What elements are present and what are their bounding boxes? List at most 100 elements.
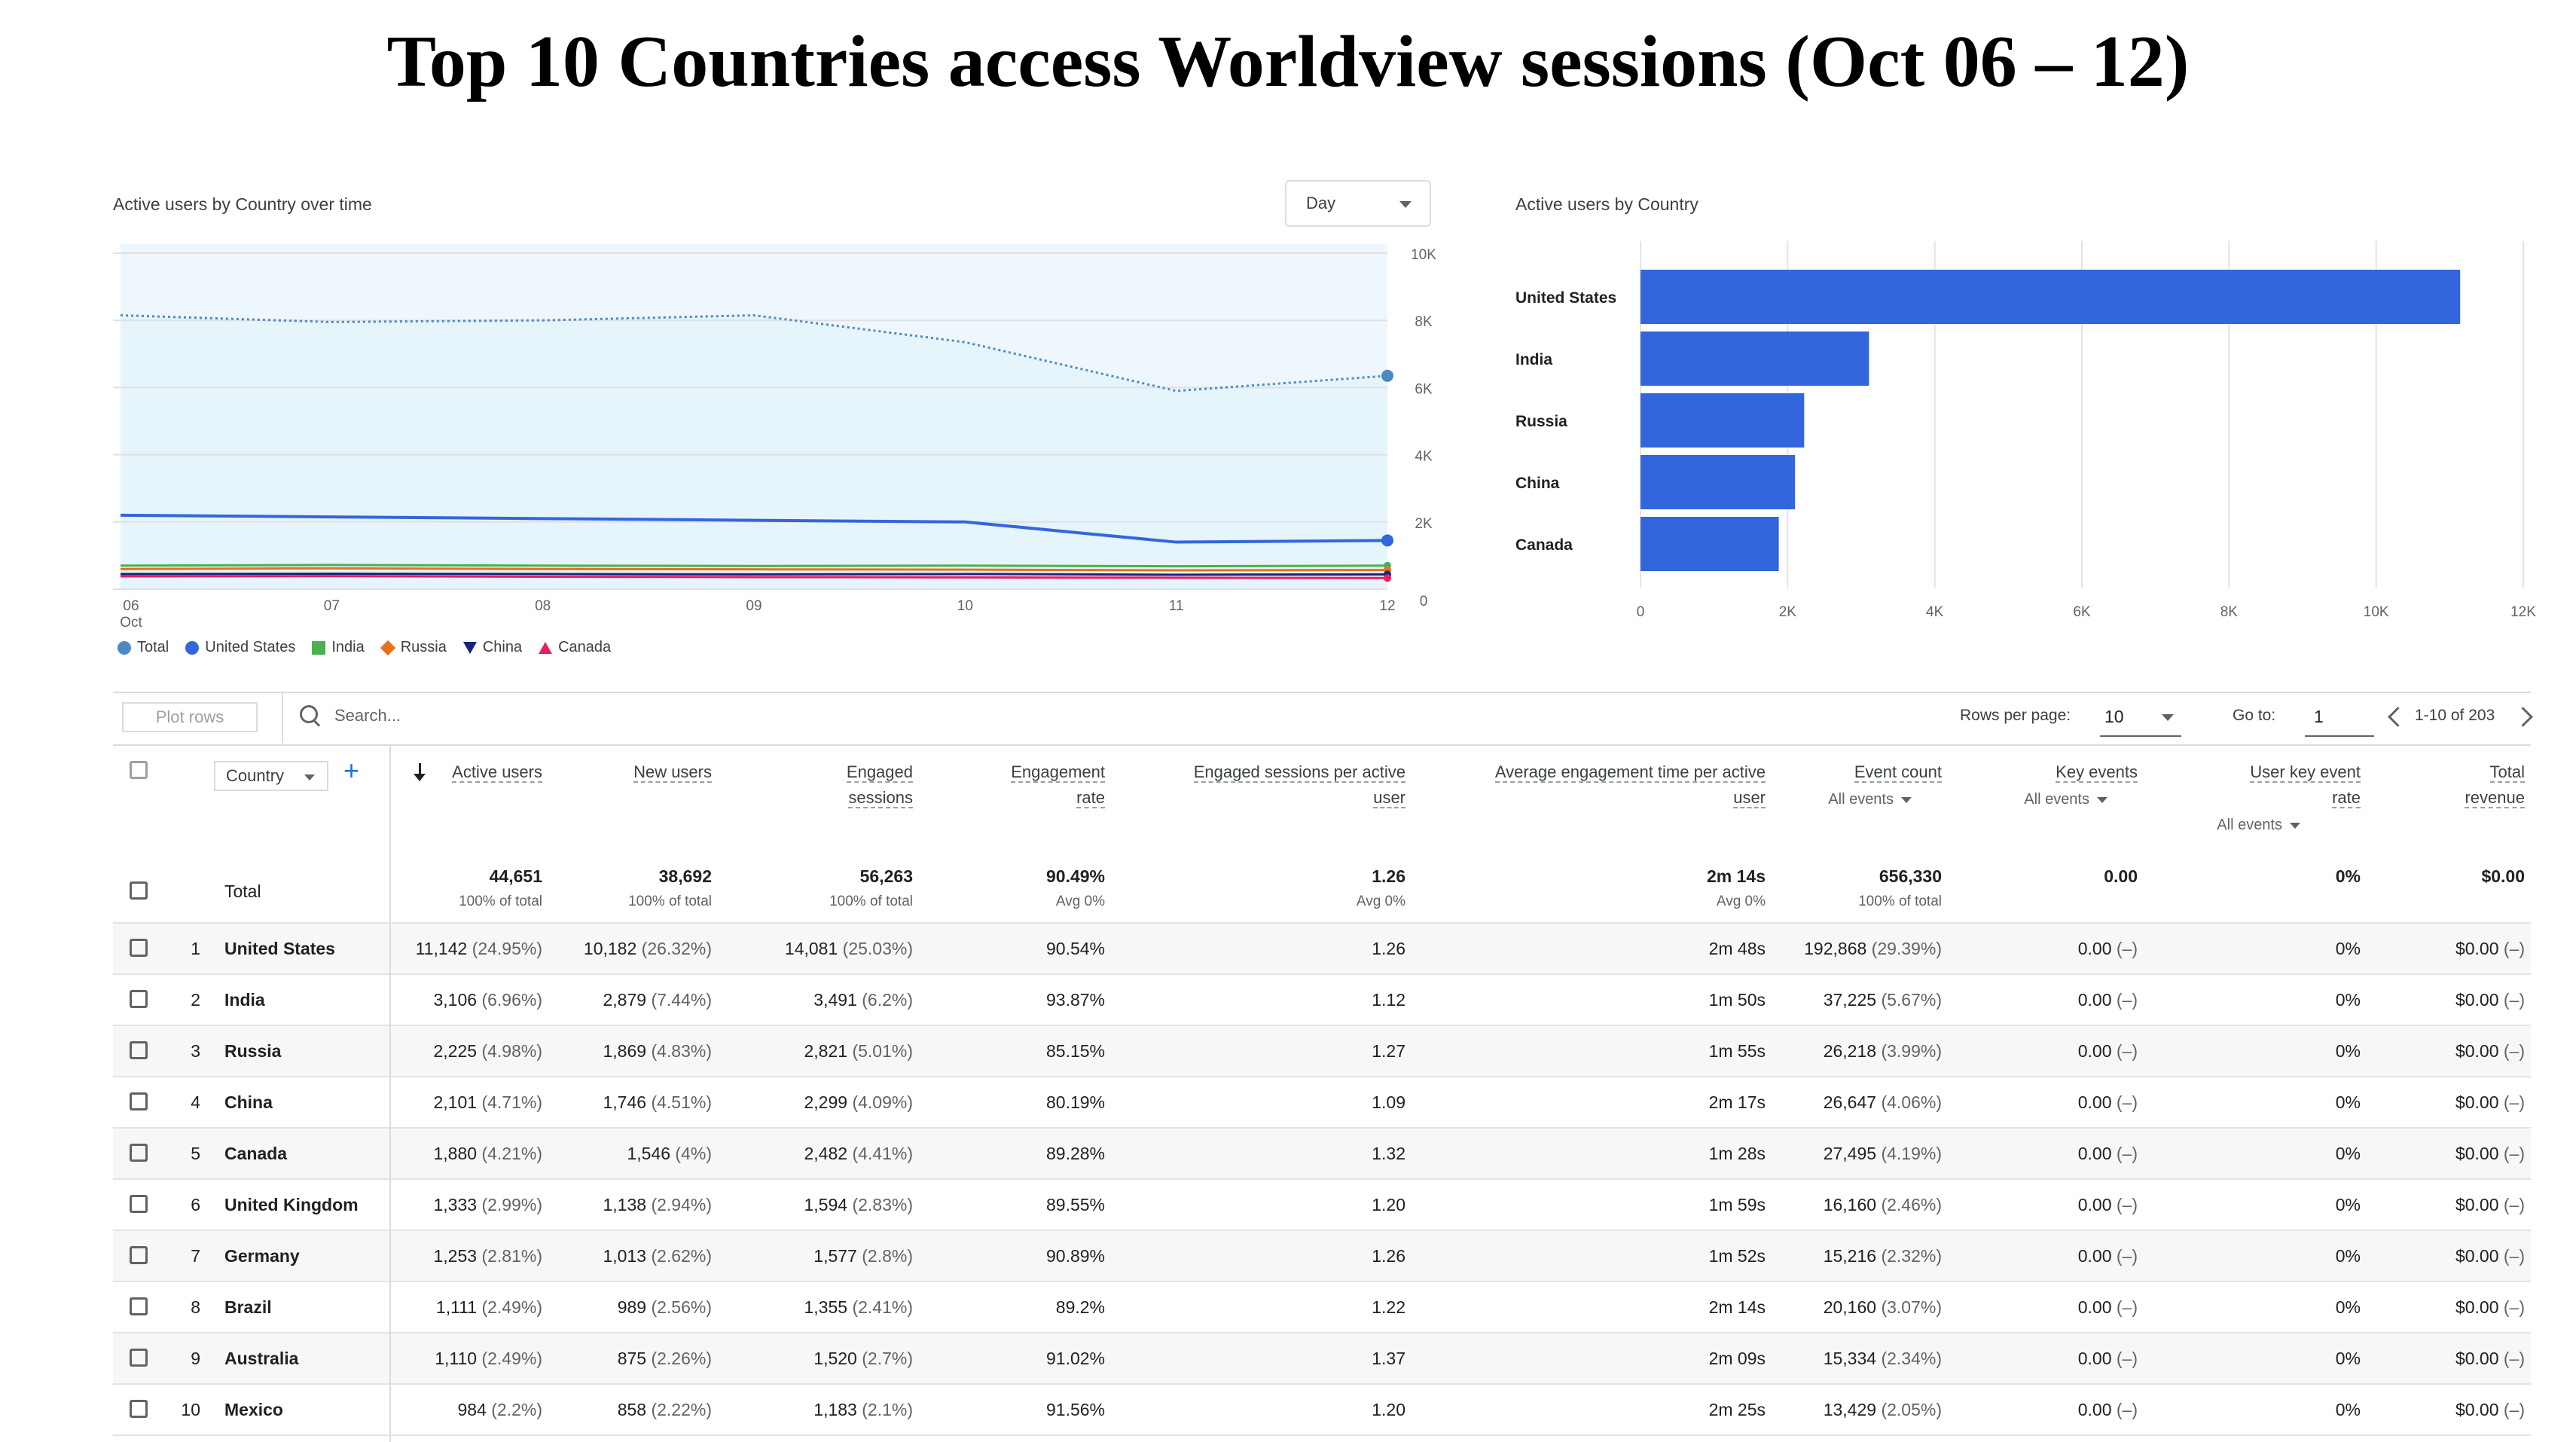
table-cell: $0.00 (–) bbox=[2284, 990, 2525, 1010]
cell-value: 0% bbox=[2335, 1246, 2361, 1266]
row-rank: 8 bbox=[191, 1297, 200, 1317]
legend-label: Total bbox=[137, 639, 169, 655]
column-header[interactable]: Engaged sessions bbox=[732, 759, 913, 811]
select-all-checkbox[interactable] bbox=[130, 761, 148, 779]
row-country[interactable]: United States bbox=[224, 939, 335, 958]
bar bbox=[1641, 331, 1869, 386]
cell-percent: (–) bbox=[2498, 1195, 2525, 1214]
rows-per-page-select[interactable]: 10 bbox=[2104, 707, 2124, 726]
cell-value: 984 bbox=[457, 1400, 487, 1419]
column-filter-select[interactable]: All events bbox=[1738, 791, 1912, 808]
row-checkbox[interactable] bbox=[130, 990, 148, 1008]
dimension-select[interactable]: Country bbox=[214, 761, 328, 791]
column-header[interactable]: Key events bbox=[1964, 759, 2138, 785]
chevron-down-icon bbox=[304, 774, 315, 781]
cell-value: 858 bbox=[617, 1400, 647, 1419]
table-cell: 1.27 bbox=[1164, 1041, 1406, 1062]
legend-item[interactable]: Canada bbox=[539, 639, 611, 656]
table-cell: 0% bbox=[2120, 1246, 2361, 1266]
row-country[interactable]: India bbox=[224, 990, 265, 1010]
cell-percent: (2.7%) bbox=[856, 1349, 913, 1368]
search-input[interactable]: Search... bbox=[300, 705, 401, 727]
row-checkbox[interactable] bbox=[130, 939, 148, 957]
column-header[interactable]: Average engagement time per active user bbox=[1419, 759, 1766, 811]
row-checkbox[interactable] bbox=[130, 1400, 148, 1418]
row-checkbox[interactable] bbox=[130, 1195, 148, 1213]
sort-descending-icon[interactable] bbox=[414, 763, 426, 781]
interval-select[interactable]: Day bbox=[1285, 180, 1431, 227]
cell-percent: (24.95%) bbox=[467, 939, 542, 958]
total-row-checkbox[interactable] bbox=[130, 881, 148, 900]
row-checkbox[interactable] bbox=[130, 1041, 148, 1059]
row-country[interactable]: Canada bbox=[224, 1144, 288, 1163]
row-country[interactable]: Mexico bbox=[224, 1400, 283, 1419]
row-country[interactable]: Brazil bbox=[224, 1297, 272, 1317]
goto-underline bbox=[2305, 735, 2374, 737]
cell-percent: (–) bbox=[2498, 1400, 2525, 1419]
cell-value: 0% bbox=[2335, 1349, 2361, 1368]
chevron-left-icon[interactable] bbox=[2388, 707, 2408, 727]
column-header[interactable]: Active users bbox=[316, 759, 542, 785]
circle-icon bbox=[185, 640, 200, 655]
column-header[interactable]: Event count bbox=[1769, 759, 1942, 785]
cell-value: 1.12 bbox=[1372, 990, 1406, 1010]
cell-value: 0.00 bbox=[2077, 1297, 2112, 1317]
cell-percent: (2.56%) bbox=[646, 1297, 712, 1317]
cell-value: 1,253 bbox=[433, 1246, 478, 1266]
table-cell: 0% bbox=[2120, 1195, 2361, 1215]
column-header[interactable]: User key event rate bbox=[2150, 759, 2361, 811]
y-tick-label: 4K bbox=[1415, 449, 1433, 465]
bar bbox=[1641, 393, 1805, 448]
chevron-down-icon[interactable] bbox=[2162, 714, 2174, 721]
cell-percent: (–) bbox=[2111, 939, 2138, 958]
legend-item[interactable]: India bbox=[312, 639, 365, 656]
row-divider bbox=[113, 922, 2531, 924]
column-filter-select[interactable]: All events bbox=[2089, 817, 2300, 834]
table-cell: 0% bbox=[2120, 939, 2361, 959]
chevron-down-icon bbox=[2290, 822, 2300, 829]
row-checkbox[interactable] bbox=[130, 1144, 148, 1162]
column-filter-select[interactable]: All events bbox=[1934, 791, 2107, 808]
column-header-label: New users bbox=[633, 762, 712, 783]
cell-value: 1,746 bbox=[603, 1092, 647, 1112]
cell-value: 91.56% bbox=[1045, 1400, 1105, 1419]
row-checkbox[interactable] bbox=[130, 1092, 148, 1111]
bar bbox=[1641, 517, 1779, 571]
cell-percent: (2.22%) bbox=[646, 1400, 712, 1419]
row-checkbox[interactable] bbox=[130, 1297, 148, 1315]
cell-value: 1,577 bbox=[813, 1246, 857, 1266]
row-country[interactable]: Germany bbox=[224, 1246, 300, 1266]
column-header[interactable]: Total revenue bbox=[2359, 759, 2525, 811]
cell-percent: (2.32%) bbox=[1876, 1246, 1942, 1266]
legend-item[interactable]: United States bbox=[185, 639, 295, 656]
row-rank: 6 bbox=[191, 1195, 200, 1214]
cell-value: 1m 28s bbox=[1708, 1144, 1766, 1163]
table-cell: 93.87% bbox=[864, 990, 1105, 1010]
row-checkbox[interactable] bbox=[130, 1349, 148, 1367]
legend-item[interactable]: China bbox=[462, 639, 522, 656]
cell-value: $0.00 bbox=[2455, 1349, 2499, 1368]
add-dimension-icon[interactable]: + bbox=[343, 755, 360, 786]
chevron-right-icon[interactable] bbox=[2513, 707, 2533, 727]
row-background bbox=[113, 924, 2531, 973]
row-country[interactable]: Australia bbox=[224, 1349, 299, 1368]
cell-value: 85.15% bbox=[1045, 1041, 1105, 1061]
column-header[interactable]: New users bbox=[546, 759, 712, 785]
plot-rows-button[interactable]: Plot rows bbox=[122, 702, 258, 732]
column-header[interactable]: Engaged sessions per active user bbox=[1119, 759, 1406, 811]
table-cell: 2,879 (7.44%) bbox=[471, 990, 713, 1010]
row-country[interactable]: United Kingdom bbox=[224, 1195, 359, 1214]
column-header[interactable]: Engagement rate bbox=[939, 759, 1105, 811]
row-checkbox[interactable] bbox=[130, 1246, 148, 1264]
cell-percent: (–) bbox=[2498, 1092, 2525, 1112]
row-country[interactable]: Russia bbox=[224, 1041, 282, 1061]
goto-input[interactable]: 1 bbox=[2314, 707, 2324, 726]
cell-percent: (4.09%) bbox=[847, 1092, 913, 1112]
legend-item[interactable]: Russia bbox=[380, 639, 447, 656]
legend-item[interactable]: Total bbox=[118, 639, 169, 656]
row-country[interactable]: China bbox=[224, 1092, 273, 1112]
cell-percent: (–) bbox=[2498, 990, 2525, 1010]
cell-value: 0% bbox=[2335, 1195, 2361, 1214]
total-value: 44,651 bbox=[489, 866, 542, 886]
